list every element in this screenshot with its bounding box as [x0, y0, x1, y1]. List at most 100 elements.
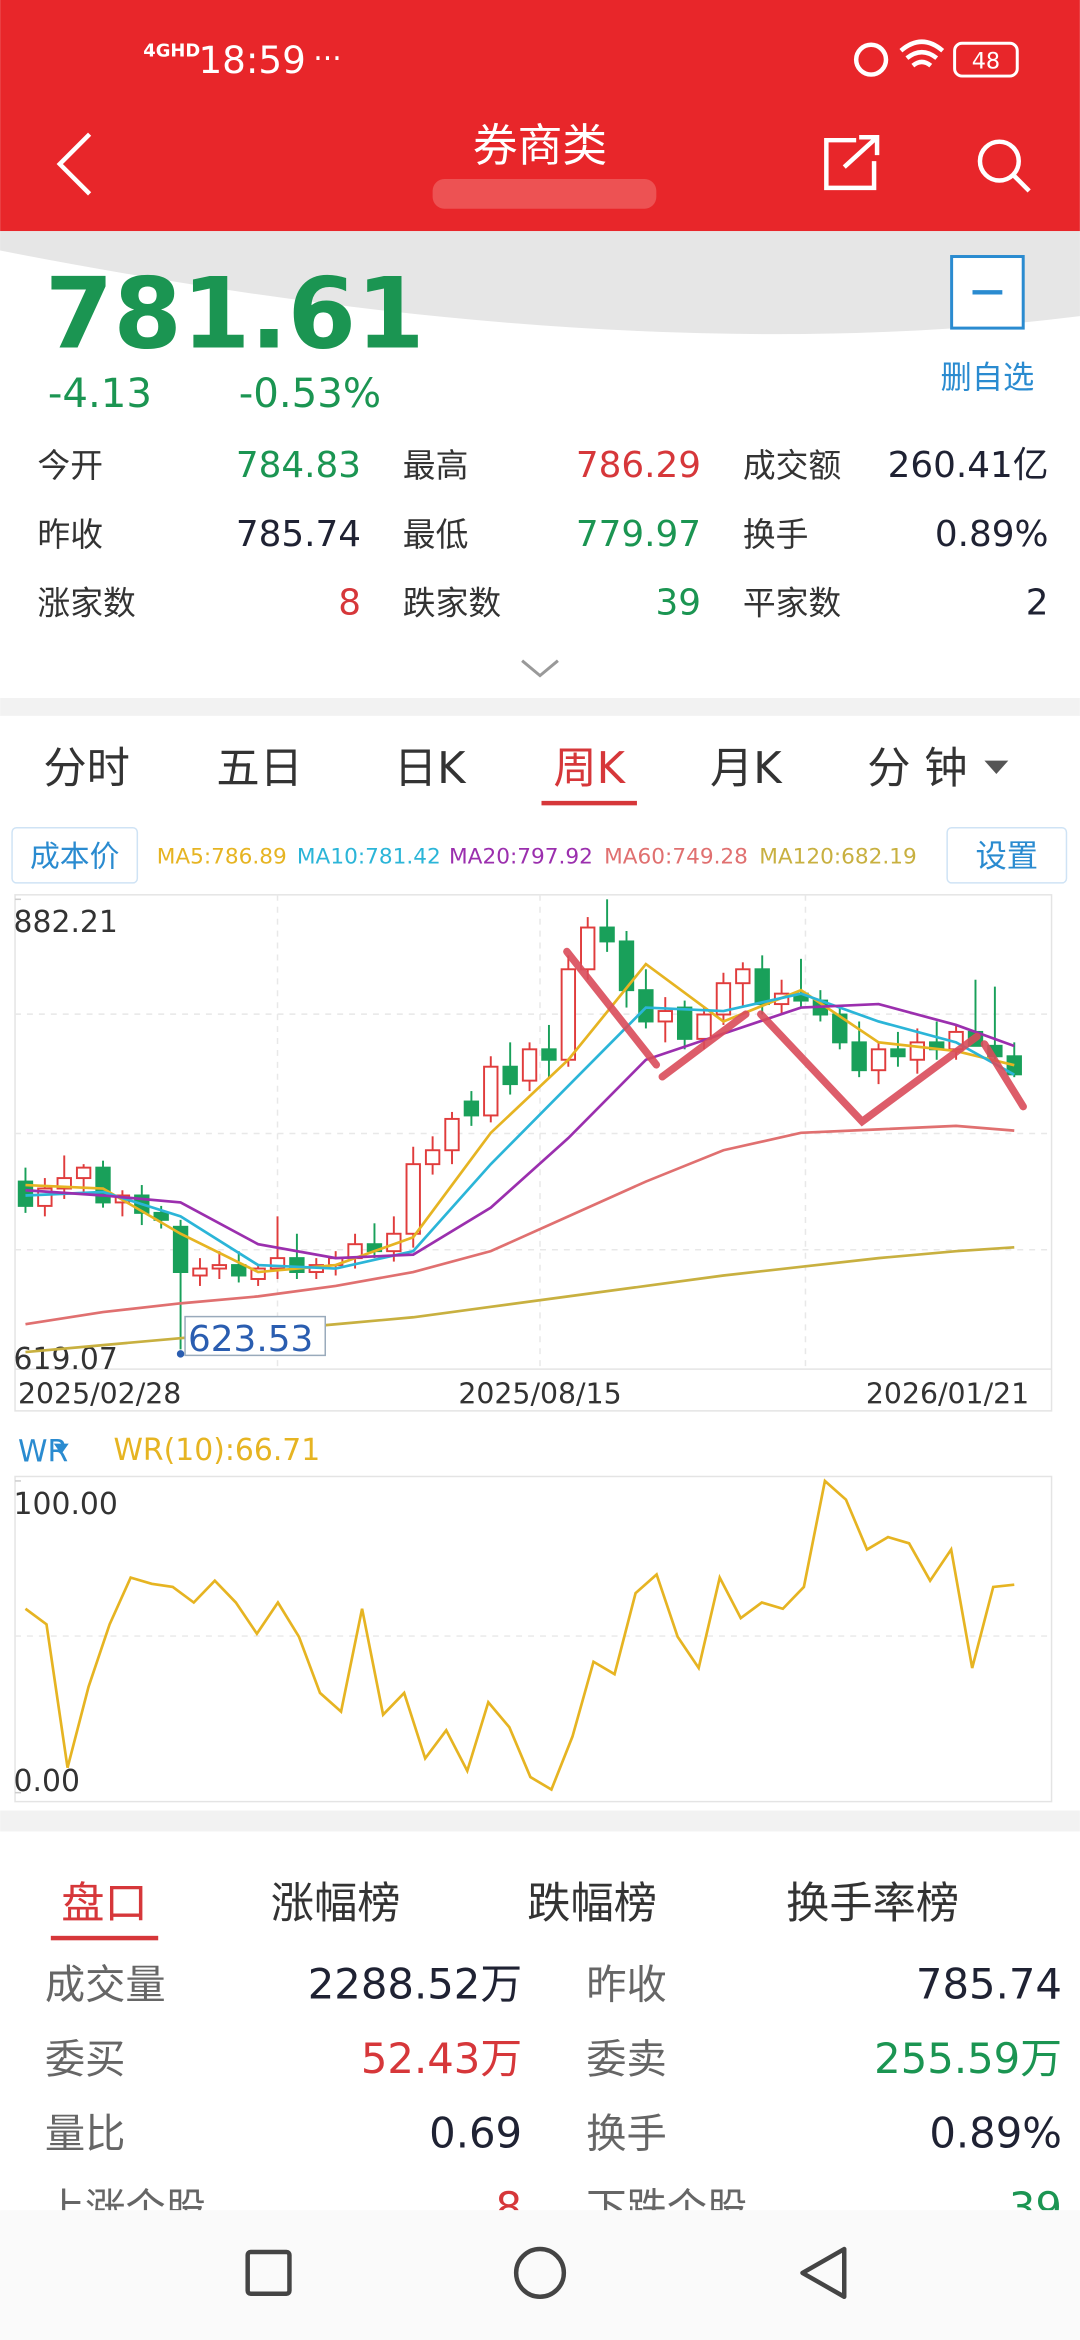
change: -4.13	[48, 371, 152, 417]
period-tab[interactable]: 分时	[43, 744, 130, 794]
nav-home[interactable]	[513, 2246, 567, 2299]
cost-button[interactable]: 成本价	[30, 840, 119, 875]
y-tick-label: 0.00	[14, 1764, 80, 1799]
expand-chevron[interactable]	[521, 659, 559, 678]
period-tab[interactable]: 分 钟	[867, 744, 967, 794]
stat-label: 昨收	[37, 516, 103, 554]
table-label: 上涨个股	[45, 2186, 206, 2232]
time: 18:59	[198, 38, 305, 82]
table-label: 昨收	[586, 1962, 667, 2008]
table-value: 52.43万	[361, 2034, 522, 2083]
candle-body	[153, 1211, 169, 1221]
watch-button[interactable]: 删自选	[940, 360, 1034, 396]
candle-body	[483, 1065, 499, 1117]
period-tab[interactable]: 日K	[394, 744, 467, 794]
bottom-tab[interactable]: 盘口	[61, 1879, 148, 1929]
stat-value: 0.89%	[935, 514, 1049, 555]
price: 781.61	[45, 257, 425, 371]
stat-value: 784.83	[236, 445, 361, 486]
candle-body	[172, 1225, 189, 1274]
change-pct: -0.53%	[239, 371, 381, 417]
ma-line	[25, 1124, 1015, 1326]
period-tab[interactable]: 周K	[553, 744, 626, 794]
tab-underline	[50, 1935, 159, 1941]
settings-button[interactable]: 设置	[976, 839, 1039, 875]
table-label: 下跌个股	[586, 2186, 747, 2232]
wr-dropdown[interactable]	[53, 1443, 69, 1455]
candle-body	[424, 1149, 441, 1166]
kline-frame	[14, 894, 1053, 1412]
share-button[interactable]	[824, 134, 880, 191]
battery-level: 48	[972, 49, 1000, 75]
period-tab[interactable]: 月K	[710, 744, 783, 794]
stat-value: 39	[656, 582, 702, 623]
candle-body	[851, 1041, 867, 1072]
table-value: 39	[1009, 2183, 1062, 2232]
stat-label: 成交额	[743, 447, 841, 485]
table-label: 成交量	[45, 1962, 166, 2008]
candle-body	[657, 1010, 673, 1023]
wr-frame	[14, 1475, 1053, 1803]
stat-label: 平家数	[743, 584, 841, 622]
nav-recent[interactable]	[245, 2249, 292, 2297]
search-button[interactable]	[977, 139, 1021, 183]
dots: ···	[313, 42, 341, 77]
drawn-annotation	[563, 947, 1027, 1127]
candle-body	[560, 968, 577, 1061]
stat-label: 换手	[743, 516, 809, 554]
candle-body	[580, 926, 596, 971]
candle-body	[192, 1267, 208, 1277]
separator	[0, 1810, 1080, 1832]
stat-label: 最低	[403, 516, 469, 554]
candle-body	[269, 1257, 286, 1270]
candle-body	[463, 1100, 480, 1117]
candle-body	[211, 1264, 228, 1270]
settings-frame[interactable]	[946, 826, 1068, 884]
bottom-tab[interactable]: 跌幅榜	[527, 1879, 657, 1929]
candle-body	[405, 1163, 421, 1235]
ma-line	[25, 1002, 1015, 1260]
cost-button-frame[interactable]	[11, 826, 139, 884]
candle-body	[890, 1048, 906, 1058]
ma-legend: MA5:786.89	[157, 845, 287, 870]
alarm-icon	[853, 42, 889, 77]
table-label: 委卖	[586, 2037, 667, 2083]
low-label-box	[184, 1315, 326, 1357]
table-value: 785.74	[916, 1959, 1062, 2008]
page-title: 券商类	[473, 119, 607, 172]
period-tab[interactable]: 五日	[216, 744, 303, 794]
stat-label: 最高	[403, 447, 469, 485]
stat-label: 今开	[37, 447, 103, 485]
ma-legend: MA60:749.28	[604, 845, 748, 870]
candle-body	[735, 968, 751, 985]
candle-body	[832, 1013, 848, 1044]
kline-grid	[15, 894, 1052, 1370]
dropdown-arrow	[984, 760, 1009, 775]
stat-value: 786.29	[576, 445, 701, 486]
candle-body	[521, 1048, 538, 1082]
bottom-tab[interactable]: 涨幅榜	[271, 1879, 401, 1929]
ma-line	[25, 992, 1015, 1270]
stat-value: 8	[338, 582, 361, 623]
wr-indicator[interactable]: WR	[18, 1435, 68, 1470]
bottom-tab[interactable]: 换手率榜	[786, 1879, 959, 1929]
candle-body	[676, 1006, 693, 1040]
search-handle	[1012, 174, 1031, 193]
table-value: 0.69	[429, 2109, 522, 2158]
candle-body	[502, 1065, 518, 1086]
candle-body	[715, 982, 732, 1016]
nav-back[interactable]	[800, 2246, 847, 2299]
back-button[interactable]	[56, 132, 92, 196]
blurred-subtitle	[432, 178, 657, 209]
wifi-icon	[899, 39, 945, 68]
candle-body	[17, 1180, 34, 1207]
candle-body	[541, 1048, 557, 1061]
table-value: 2288.52万	[308, 1959, 522, 2008]
candle-body	[870, 1048, 887, 1072]
tab-underline	[541, 800, 637, 806]
candle-body	[696, 1013, 712, 1040]
candle-body	[75, 1166, 92, 1180]
table-value: 0.89%	[929, 2109, 1062, 2158]
